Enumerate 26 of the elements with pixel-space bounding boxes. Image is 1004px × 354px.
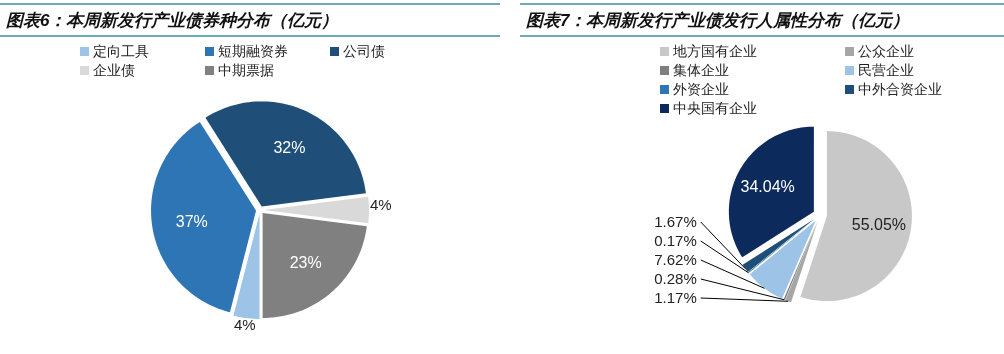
legend-label: 外资企业	[673, 81, 729, 97]
data-label: 4%	[369, 196, 392, 213]
legend-label: 定向工具	[93, 43, 149, 59]
data-label: 0.28%	[654, 270, 697, 287]
chart-title: 图表7：本周新发行产业债发行人属性分布（亿元）	[526, 11, 910, 30]
data-label: 0.17%	[654, 232, 697, 249]
legend-label: 集体企业	[673, 62, 729, 78]
data-label: 4%	[234, 315, 256, 333]
data-label: 37%	[175, 212, 208, 230]
data-label: 34.04%	[740, 178, 795, 196]
data-label: 55.05%	[851, 216, 907, 234]
legend-label: 中央国有企业	[673, 100, 757, 116]
legend-label: 公众企业	[858, 43, 914, 59]
legend-label: 地方国有企业	[672, 43, 757, 59]
data-label: 7.62%	[654, 251, 697, 268]
legend-label: 短期融资券	[218, 43, 288, 59]
legend-label: 公司债	[343, 43, 385, 59]
data-label: 1.67%	[654, 213, 697, 230]
legend-label: 民营企业	[858, 62, 914, 78]
legend-label: 中期票据	[218, 62, 274, 78]
data-label: 1.17%	[654, 289, 697, 306]
data-label: 23%	[289, 253, 322, 271]
legend-label: 中外合资企业	[858, 81, 942, 97]
chart-title: 图表6：本周新发行产业债券种分布（亿元）	[6, 11, 339, 30]
legend-label: 企业债	[93, 62, 135, 78]
data-label: 32%	[273, 139, 306, 157]
